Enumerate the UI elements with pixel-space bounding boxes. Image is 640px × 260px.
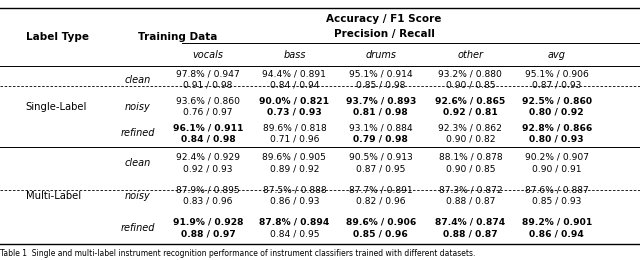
Text: 87.7% / 0.891: 87.7% / 0.891 bbox=[349, 185, 413, 194]
Text: 92.6% / 0.865: 92.6% / 0.865 bbox=[435, 96, 506, 105]
Text: 0.88 / 0.97: 0.88 / 0.97 bbox=[180, 229, 236, 238]
Text: 0.84 / 0.95: 0.84 / 0.95 bbox=[269, 229, 319, 238]
Text: other: other bbox=[458, 50, 483, 60]
Text: Precision / Recall: Precision / Recall bbox=[333, 29, 435, 40]
Text: 0.85 / 0.93: 0.85 / 0.93 bbox=[532, 197, 582, 206]
Text: 0.90 / 0.85: 0.90 / 0.85 bbox=[445, 164, 495, 173]
Text: 93.6% / 0.860: 93.6% / 0.860 bbox=[176, 96, 240, 105]
Text: refined: refined bbox=[120, 128, 155, 139]
Text: 0.85 / 0.98: 0.85 / 0.98 bbox=[356, 81, 406, 90]
Text: 87.3% / 0.872: 87.3% / 0.872 bbox=[438, 185, 502, 194]
Text: 89.6% / 0.905: 89.6% / 0.905 bbox=[262, 153, 326, 162]
Text: 87.6% / 0.887: 87.6% / 0.887 bbox=[525, 185, 589, 194]
Text: noisy: noisy bbox=[125, 102, 150, 112]
Text: 92.4% / 0.929: 92.4% / 0.929 bbox=[176, 153, 240, 162]
Text: 92.3% / 0.862: 92.3% / 0.862 bbox=[438, 123, 502, 132]
Text: 0.92 / 0.81: 0.92 / 0.81 bbox=[443, 108, 498, 117]
Text: 0.87 / 0.93: 0.87 / 0.93 bbox=[532, 81, 582, 90]
Text: 0.84 / 0.94: 0.84 / 0.94 bbox=[269, 81, 319, 90]
Text: 0.82 / 0.96: 0.82 / 0.96 bbox=[356, 197, 406, 206]
Text: 0.84 / 0.98: 0.84 / 0.98 bbox=[180, 135, 236, 144]
Text: 0.80 / 0.92: 0.80 / 0.92 bbox=[529, 108, 584, 117]
Text: 89.2% / 0.901: 89.2% / 0.901 bbox=[522, 218, 592, 227]
Text: clean: clean bbox=[124, 158, 151, 168]
Text: 0.90 / 0.82: 0.90 / 0.82 bbox=[445, 135, 495, 144]
Text: 0.88 / 0.87: 0.88 / 0.87 bbox=[443, 229, 498, 238]
Text: 87.4% / 0.874: 87.4% / 0.874 bbox=[435, 218, 506, 227]
Text: 92.5% / 0.860: 92.5% / 0.860 bbox=[522, 96, 592, 105]
Text: 0.89 / 0.92: 0.89 / 0.92 bbox=[269, 164, 319, 173]
Text: 93.7% / 0.893: 93.7% / 0.893 bbox=[346, 96, 416, 105]
Text: 87.5% / 0.888: 87.5% / 0.888 bbox=[262, 185, 326, 194]
Text: noisy: noisy bbox=[125, 191, 150, 201]
Text: 89.6% / 0.906: 89.6% / 0.906 bbox=[346, 218, 416, 227]
Text: 0.91 / 0.98: 0.91 / 0.98 bbox=[183, 81, 233, 90]
Text: Label Type: Label Type bbox=[26, 32, 88, 42]
Text: 97.8% / 0.947: 97.8% / 0.947 bbox=[176, 69, 240, 79]
Text: clean: clean bbox=[124, 75, 151, 85]
Text: 96.1% / 0.911: 96.1% / 0.911 bbox=[173, 123, 243, 132]
Text: 0.92 / 0.93: 0.92 / 0.93 bbox=[183, 164, 233, 173]
Text: 87.8% / 0.894: 87.8% / 0.894 bbox=[259, 218, 330, 227]
Text: avg: avg bbox=[548, 50, 566, 60]
Text: 94.4% / 0.891: 94.4% / 0.891 bbox=[262, 69, 326, 79]
Text: 92.8% / 0.866: 92.8% / 0.866 bbox=[522, 123, 592, 132]
Text: 0.80 / 0.93: 0.80 / 0.93 bbox=[529, 135, 584, 144]
Text: 95.1% / 0.906: 95.1% / 0.906 bbox=[525, 69, 589, 79]
Text: 0.81 / 0.98: 0.81 / 0.98 bbox=[353, 108, 408, 117]
Text: 90.5% / 0.913: 90.5% / 0.913 bbox=[349, 153, 413, 162]
Text: 0.79 / 0.98: 0.79 / 0.98 bbox=[353, 135, 408, 144]
Text: 87.9% / 0.895: 87.9% / 0.895 bbox=[176, 185, 240, 194]
Text: 0.90 / 0.91: 0.90 / 0.91 bbox=[532, 164, 582, 173]
Text: drums: drums bbox=[365, 50, 396, 60]
Text: 0.73 / 0.93: 0.73 / 0.93 bbox=[267, 108, 322, 117]
Text: Accuracy / F1 Score: Accuracy / F1 Score bbox=[326, 14, 442, 24]
Text: 89.6% / 0.818: 89.6% / 0.818 bbox=[262, 123, 326, 132]
Text: refined: refined bbox=[120, 223, 155, 233]
Text: vocals: vocals bbox=[193, 50, 223, 60]
Text: 0.88 / 0.87: 0.88 / 0.87 bbox=[445, 197, 495, 206]
Text: 0.83 / 0.96: 0.83 / 0.96 bbox=[183, 197, 233, 206]
Text: 90.2% / 0.907: 90.2% / 0.907 bbox=[525, 153, 589, 162]
Text: 0.76 / 0.97: 0.76 / 0.97 bbox=[183, 108, 233, 117]
Text: Multi-Label: Multi-Label bbox=[26, 191, 81, 201]
Text: Table 1  Single and multi-label instrument recognition performance of instrument: Table 1 Single and multi-label instrumen… bbox=[0, 249, 476, 258]
Text: 0.90 / 0.85: 0.90 / 0.85 bbox=[445, 81, 495, 90]
Text: 0.87 / 0.95: 0.87 / 0.95 bbox=[356, 164, 406, 173]
Text: 0.86 / 0.93: 0.86 / 0.93 bbox=[269, 197, 319, 206]
Text: Training Data: Training Data bbox=[138, 32, 217, 42]
Text: 95.1% / 0.914: 95.1% / 0.914 bbox=[349, 69, 413, 79]
Text: 0.85 / 0.96: 0.85 / 0.96 bbox=[353, 229, 408, 238]
Text: 0.86 / 0.94: 0.86 / 0.94 bbox=[529, 229, 584, 238]
Text: Single-Label: Single-Label bbox=[26, 102, 87, 112]
Text: 93.1% / 0.884: 93.1% / 0.884 bbox=[349, 123, 413, 132]
Text: 91.9% / 0.928: 91.9% / 0.928 bbox=[173, 218, 243, 227]
Text: 90.0% / 0.821: 90.0% / 0.821 bbox=[259, 96, 330, 105]
Text: 0.71 / 0.96: 0.71 / 0.96 bbox=[269, 135, 319, 144]
Text: 93.2% / 0.880: 93.2% / 0.880 bbox=[438, 69, 502, 79]
Text: bass: bass bbox=[283, 50, 306, 60]
Text: 88.1% / 0.878: 88.1% / 0.878 bbox=[438, 153, 502, 162]
